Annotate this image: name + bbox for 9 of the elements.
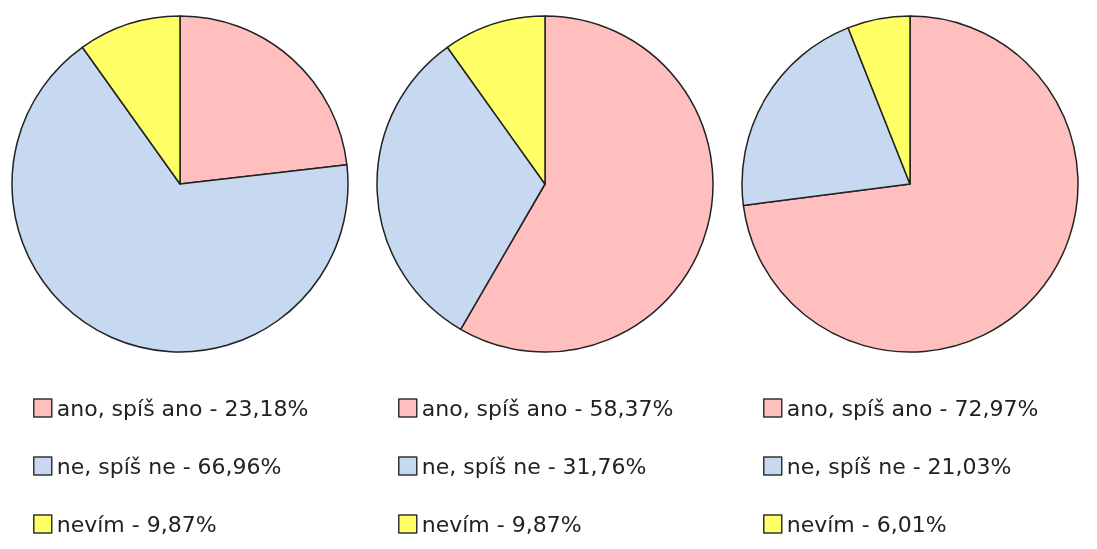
legend-label: ano, spíš ano - 72,97% [786,395,1039,421]
legend-label: ano, spíš ano - 58,37% [421,395,674,421]
legend-label: ne, spíš ne - 31,76% [421,453,647,479]
legend-label: nevím - 9,87% [421,511,582,537]
legend-label: nevím - 6,01% [786,511,947,537]
legend-label: ne, spíš ne - 21,03% [786,453,1012,479]
legend-label: ne, spíš ne - 66,96% [56,453,282,479]
legend-label: ano, spíš ano - 23,18% [56,395,309,421]
legend-label: nevím - 9,87% [56,511,217,537]
